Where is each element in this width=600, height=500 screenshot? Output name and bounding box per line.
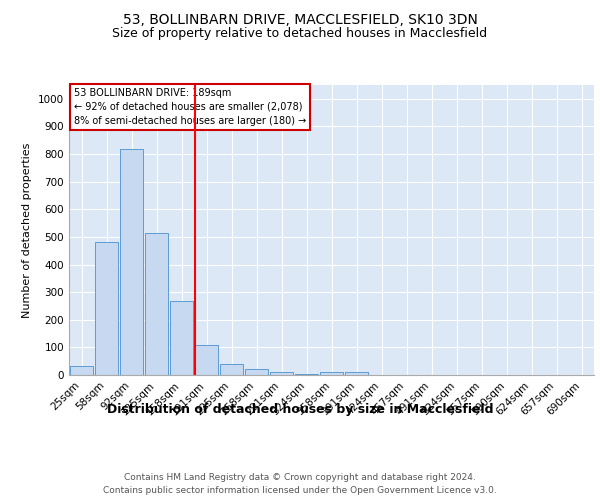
Bar [245,369,268,375]
Bar [270,372,293,375]
Bar [145,233,168,375]
Bar [345,372,368,375]
Text: Distribution of detached houses by size in Macclesfield: Distribution of detached houses by size … [107,402,493,415]
Bar [195,344,218,375]
Y-axis label: Number of detached properties: Number of detached properties [22,142,32,318]
Bar [95,242,118,375]
Text: 53 BOLLINBARN DRIVE: 189sqm
← 92% of detached houses are smaller (2,078)
8% of s: 53 BOLLINBARN DRIVE: 189sqm ← 92% of det… [74,88,307,126]
Bar [120,148,143,375]
Bar [170,301,193,375]
Bar [295,374,318,375]
Text: Size of property relative to detached houses in Macclesfield: Size of property relative to detached ho… [112,28,488,40]
Bar [70,366,93,375]
Text: Contains HM Land Registry data © Crown copyright and database right 2024.
Contai: Contains HM Land Registry data © Crown c… [103,474,497,495]
Bar [320,372,343,375]
Bar [220,364,243,375]
Text: 53, BOLLINBARN DRIVE, MACCLESFIELD, SK10 3DN: 53, BOLLINBARN DRIVE, MACCLESFIELD, SK10… [122,12,478,26]
